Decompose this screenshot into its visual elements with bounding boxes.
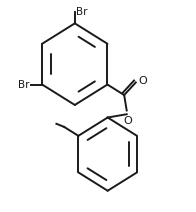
Text: Br: Br bbox=[76, 7, 87, 17]
Text: O: O bbox=[138, 76, 147, 86]
Text: O: O bbox=[123, 116, 132, 126]
Text: Br: Br bbox=[18, 80, 30, 89]
